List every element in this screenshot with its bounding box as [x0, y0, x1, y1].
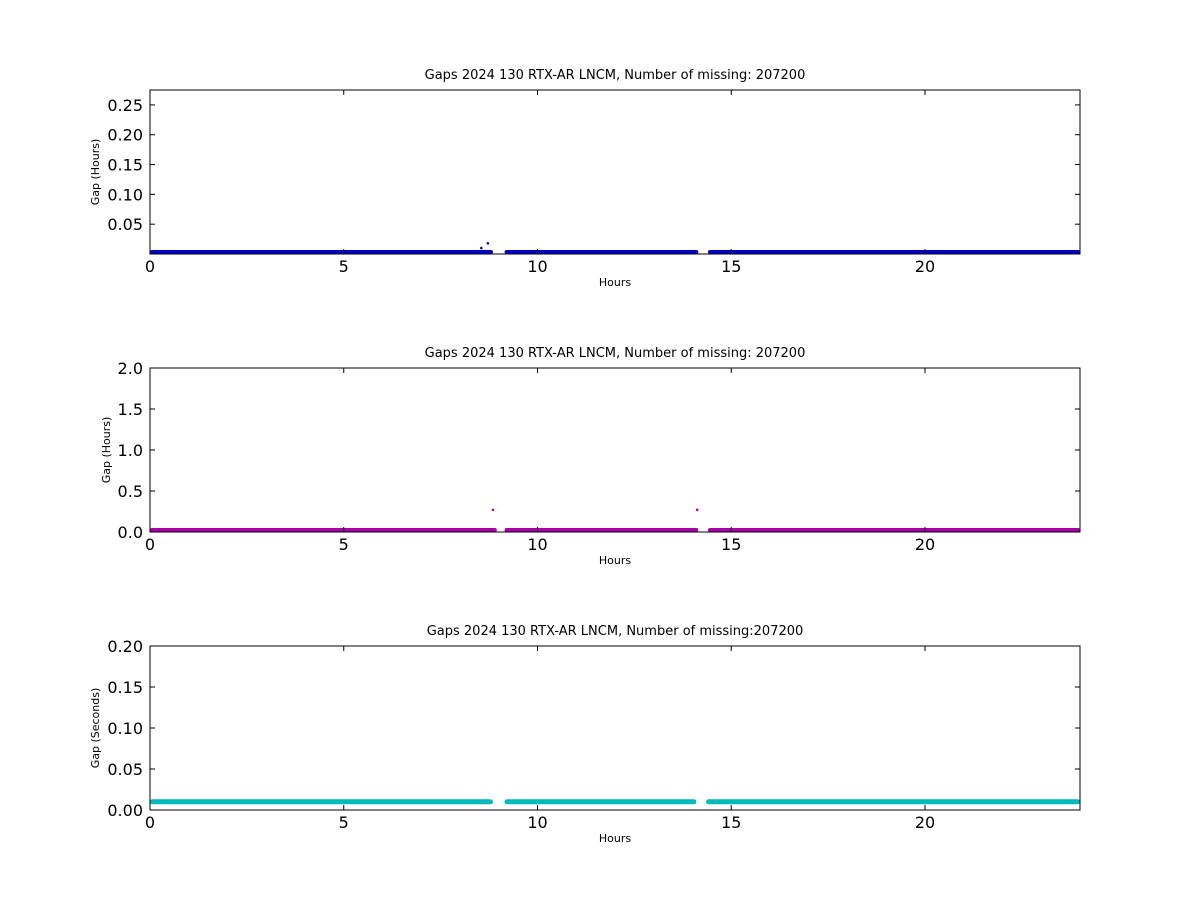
plot-frame — [149, 89, 1081, 255]
x-tick-label: 10 — [527, 535, 547, 554]
x-tick-label: 5 — [339, 535, 349, 554]
chart-title: Gaps 2024 130 RTX-AR LNCM, Number of mis… — [425, 68, 806, 83]
subplot-2: Gaps 2024 130 RTX-AR LNCM, Number of mis… — [100, 346, 1081, 567]
data-series-segment-3 — [708, 528, 1080, 532]
x-tick-label: 0 — [145, 257, 155, 276]
data-series-segment-1 — [150, 528, 497, 532]
x-axis-label: Hours — [599, 276, 631, 289]
y-tick-label: 0.10 — [107, 719, 143, 738]
x-tick-label: 15 — [721, 813, 741, 832]
y-tick-label: 0.15 — [107, 678, 143, 697]
chart-title: Gaps 2024 130 RTX-AR LNCM, Number of mis… — [427, 624, 804, 639]
y-tick-label: 2.0 — [118, 359, 143, 378]
y-tick-label: 0.05 — [107, 215, 143, 234]
data-series-segment-2 — [504, 799, 697, 805]
x-axis-label: Hours — [599, 832, 631, 845]
x-tick-label: 20 — [915, 813, 935, 832]
y-tick-label: 0.15 — [107, 156, 143, 175]
y-tick-label: 0.00 — [107, 801, 143, 820]
x-tick-label: 20 — [915, 257, 935, 276]
x-tick-label: 10 — [527, 257, 547, 276]
x-tick-label: 15 — [721, 257, 741, 276]
data-series-segment-2 — [504, 250, 699, 254]
y-tick-label: 0.20 — [107, 637, 143, 656]
plot-frame — [149, 367, 1081, 533]
y-tick-label: 1.5 — [118, 400, 143, 419]
x-axis-label: Hours — [599, 554, 631, 567]
y-axis-label: Gap (Seconds) — [89, 688, 102, 769]
x-tick-label: 5 — [339, 257, 349, 276]
data-series-segment-3 — [706, 799, 1080, 805]
data-point-2 — [486, 241, 490, 245]
plot-frame — [149, 645, 1081, 811]
x-tick-label: 10 — [527, 813, 547, 832]
y-tick-label: 0.5 — [118, 482, 143, 501]
data-series-segment-3 — [708, 250, 1080, 254]
x-tick-label: 5 — [339, 813, 349, 832]
data-series-segment-1 — [150, 799, 493, 805]
x-tick-label: 0 — [145, 535, 155, 554]
data-point-1 — [480, 246, 483, 250]
y-tick-label: 0.0 — [118, 523, 143, 542]
subplot-3: Gaps 2024 130 RTX-AR LNCM, Number of mis… — [89, 624, 1081, 845]
y-axis-label: Gap (Hours) — [100, 417, 113, 484]
x-tick-label: 15 — [721, 535, 741, 554]
x-tick-label: 20 — [915, 535, 935, 554]
data-series-segment-2 — [504, 528, 699, 532]
y-tick-label: 0.05 — [107, 760, 143, 779]
subplot-1: Gaps 2024 130 RTX-AR LNCM, Number of mis… — [89, 68, 1081, 289]
y-tick-label: 1.0 — [118, 441, 143, 460]
x-tick-label: 0 — [145, 813, 155, 832]
data-point-1 — [491, 508, 495, 512]
data-series-segment-1 — [150, 250, 493, 254]
chart-title: Gaps 2024 130 RTX-AR LNCM, Number of mis… — [425, 346, 806, 361]
data-point-2 — [695, 508, 699, 512]
y-tick-label: 0.25 — [107, 96, 143, 115]
y-tick-label: 0.20 — [107, 126, 143, 145]
y-tick-label: 0.10 — [107, 185, 143, 204]
y-axis-label: Gap (Hours) — [89, 139, 102, 206]
